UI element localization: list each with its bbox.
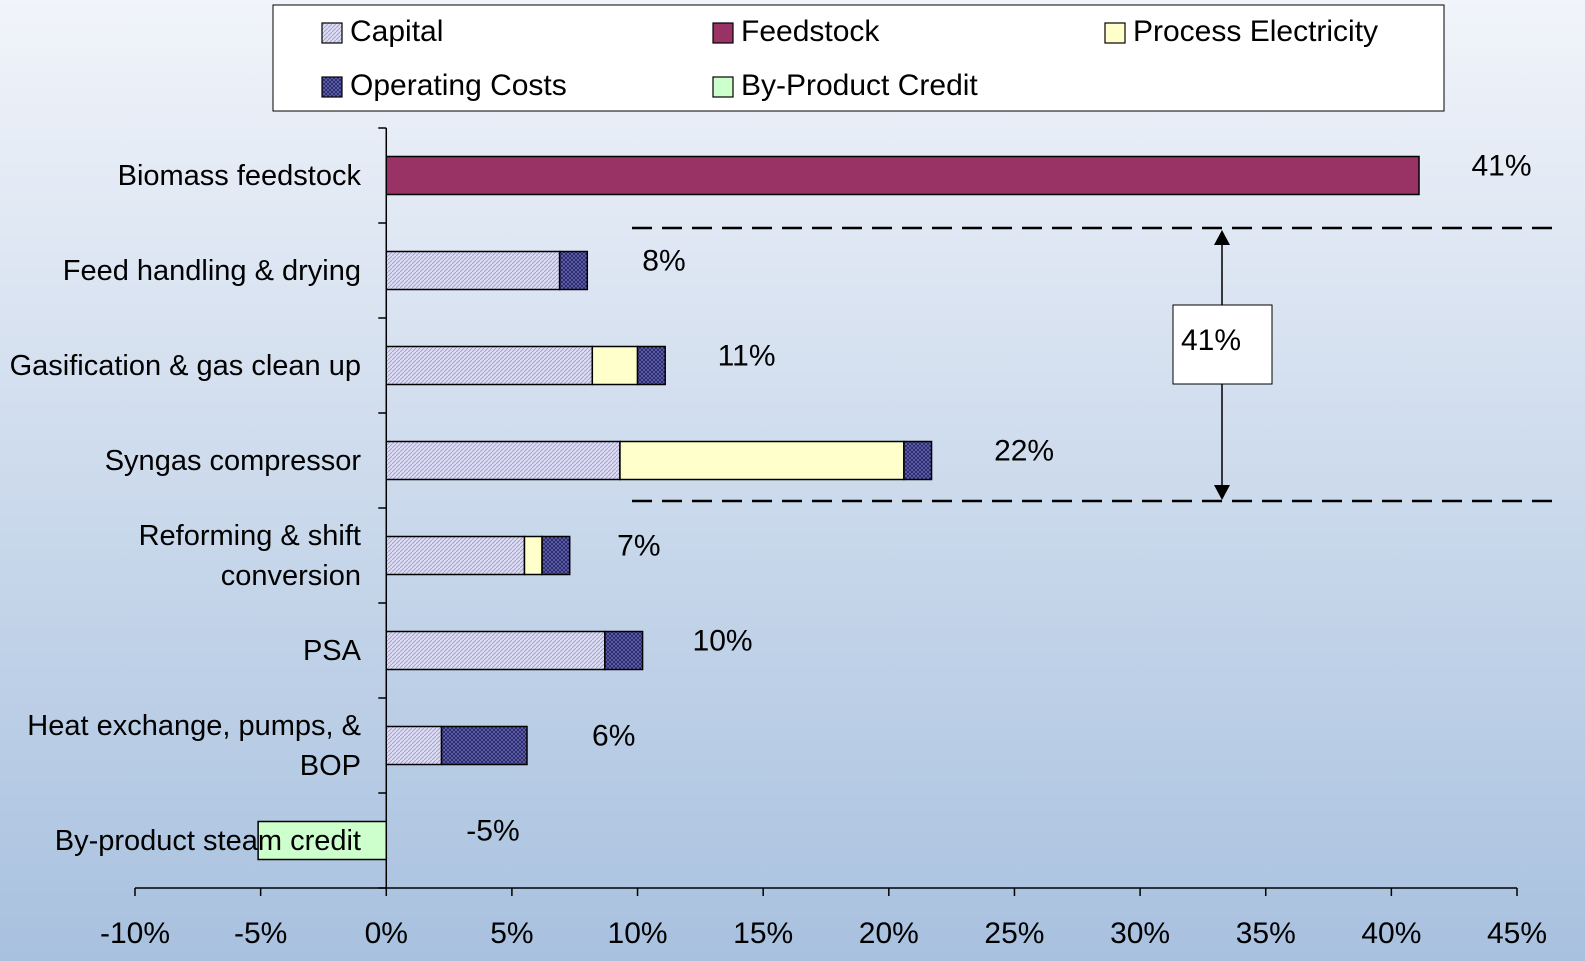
legend-label: Feedstock [741, 15, 880, 48]
bar-segment [619, 440, 905, 481]
bar-segment [385, 535, 526, 576]
total-label: -5% [466, 814, 519, 847]
category-label: Syngas compressor [104, 444, 361, 477]
x-tick-label: 35% [1236, 917, 1296, 950]
legend-swatch [1104, 22, 1126, 44]
bar-segment [385, 630, 606, 671]
total-label: 8% [642, 244, 685, 277]
category-label: Reforming & shift conversion [138, 519, 361, 592]
bar-segment [604, 630, 644, 671]
x-tick-label: 10% [608, 917, 668, 950]
category-label: By-product steam credit [54, 824, 361, 857]
x-tick-label: 40% [1361, 917, 1421, 950]
bar-segment [440, 725, 528, 766]
x-tick-label: 0% [365, 917, 408, 950]
bar-segment [541, 535, 571, 576]
x-tick-label: 15% [733, 917, 793, 950]
legend-swatch [712, 22, 734, 44]
category-label: PSA [302, 634, 361, 667]
total-label: 10% [693, 624, 753, 657]
bar-segment [385, 725, 443, 766]
x-tick-label: -10% [100, 917, 170, 950]
bar-segment [523, 535, 543, 576]
total-label: 41% [1471, 149, 1531, 182]
legend-label: By-Product Credit [741, 69, 978, 102]
annotation-box [1172, 304, 1273, 385]
bar-segment [385, 250, 561, 291]
total-label: 11% [718, 339, 776, 372]
total-label: 6% [592, 719, 635, 752]
bar-segment [385, 440, 621, 481]
annotation: 41% [632, 226, 1557, 503]
bar-segment [636, 345, 666, 386]
category-label: Biomass feedstock [117, 159, 361, 192]
bar-segment [385, 155, 1420, 196]
legend-label: Process Electricity [1133, 15, 1378, 48]
legend-swatch [712, 76, 734, 98]
total-label: 22% [994, 434, 1054, 467]
bar-segment [257, 820, 388, 861]
legend-label: Operating Costs [350, 69, 567, 102]
total-label: 7% [617, 529, 660, 562]
x-tick-label: 25% [984, 917, 1044, 950]
legend-swatch [321, 22, 343, 44]
category-label: Heat exchange, pumps, & BOP [27, 709, 361, 782]
x-tick-label: 45% [1487, 917, 1547, 950]
legend-box [272, 4, 1445, 112]
x-tick-label: 30% [1110, 917, 1170, 950]
bar-segment [591, 345, 639, 386]
x-tick-label: 5% [490, 917, 533, 950]
bar-segment [385, 345, 594, 386]
annotation-text: 41% [1181, 324, 1241, 357]
bar-segment [558, 250, 589, 291]
bar-segment [903, 440, 933, 481]
legend-swatch [321, 76, 343, 98]
x-tick-label: -5% [234, 917, 287, 950]
category-label: Gasification & gas clean up [9, 349, 361, 382]
category-label: Feed handling & drying [62, 254, 361, 287]
x-tick-label: 20% [859, 917, 919, 950]
legend-label: Capital [350, 15, 443, 48]
